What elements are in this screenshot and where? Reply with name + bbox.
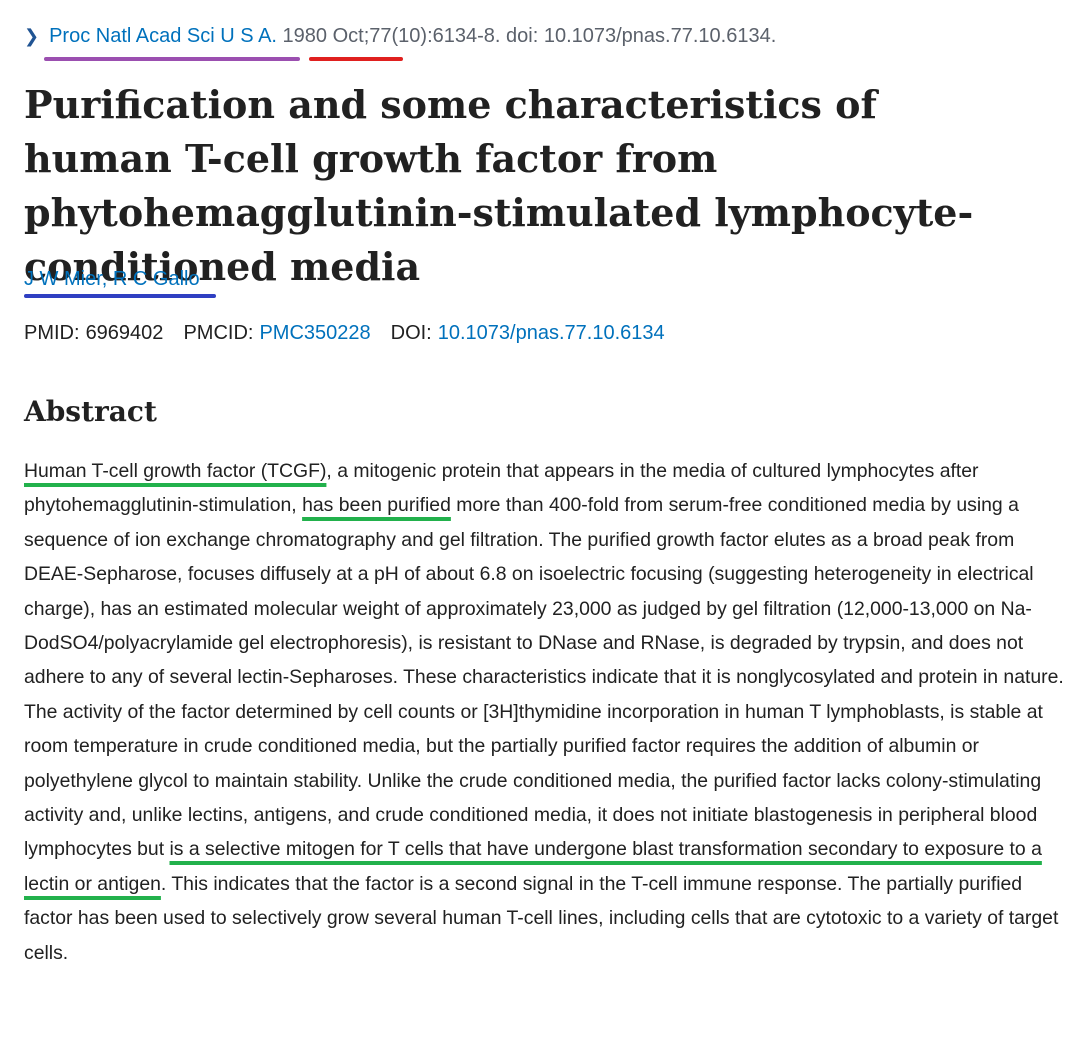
journal-link[interactable]: Proc Natl Acad Sci U S A. (49, 25, 277, 47)
citation-line: ❯ Proc Natl Acad Sci U S A. 1980 Oct;77(1… (24, 20, 776, 52)
identifier-list: PMID: 6969402 PMCID: PMC350228 DOI: 10.1073/p… (24, 318, 665, 348)
pmid-value: 6969402 (85, 322, 164, 344)
abstract-text: Human T-cell growth factor (TCGF), a mit… (24, 454, 1064, 970)
publication-date: 1980 Oct (282, 25, 364, 47)
chevron-right-icon: ❯ (24, 26, 40, 46)
date-annotation-underline (309, 57, 403, 61)
author-list: J W Mier, R C Gallo (24, 264, 200, 294)
author-separator: , (101, 268, 113, 290)
abstract-highlight: is a selective mitogen for T cells that … (24, 838, 1042, 895)
journal-annotation-underline (44, 57, 300, 61)
authors-annotation-underline (24, 294, 216, 298)
abstract-segment: . This indicates that the factor is a se… (24, 872, 1059, 964)
citation-details: ;77(10):6134-8. doi: 10.1073/pnas.77.10.… (363, 25, 777, 47)
abstract-heading: Abstract (24, 395, 157, 428)
abstract-highlight: Human T-cell growth factor (TCGF) (24, 460, 327, 482)
pmcid-link[interactable]: PMC350228 (259, 322, 371, 344)
doi-link[interactable]: 10.1073/pnas.77.10.6134 (437, 322, 665, 344)
abstract-highlight: has been purified (302, 494, 451, 517)
abstract-segment: more than 400-fold from serum-free condi… (24, 494, 1064, 861)
pmcid-label: PMCID: (183, 322, 254, 344)
author-link[interactable]: R C Gallo (112, 268, 200, 290)
author-link[interactable]: J W Mier (24, 268, 102, 290)
abstract-segment: , a mitogenic protein that appears in th… (24, 460, 979, 517)
doi-label: DOI: (390, 322, 432, 344)
pmid-label: PMID: (24, 322, 80, 344)
article-title: Purification and some characteristics of… (24, 82, 974, 289)
